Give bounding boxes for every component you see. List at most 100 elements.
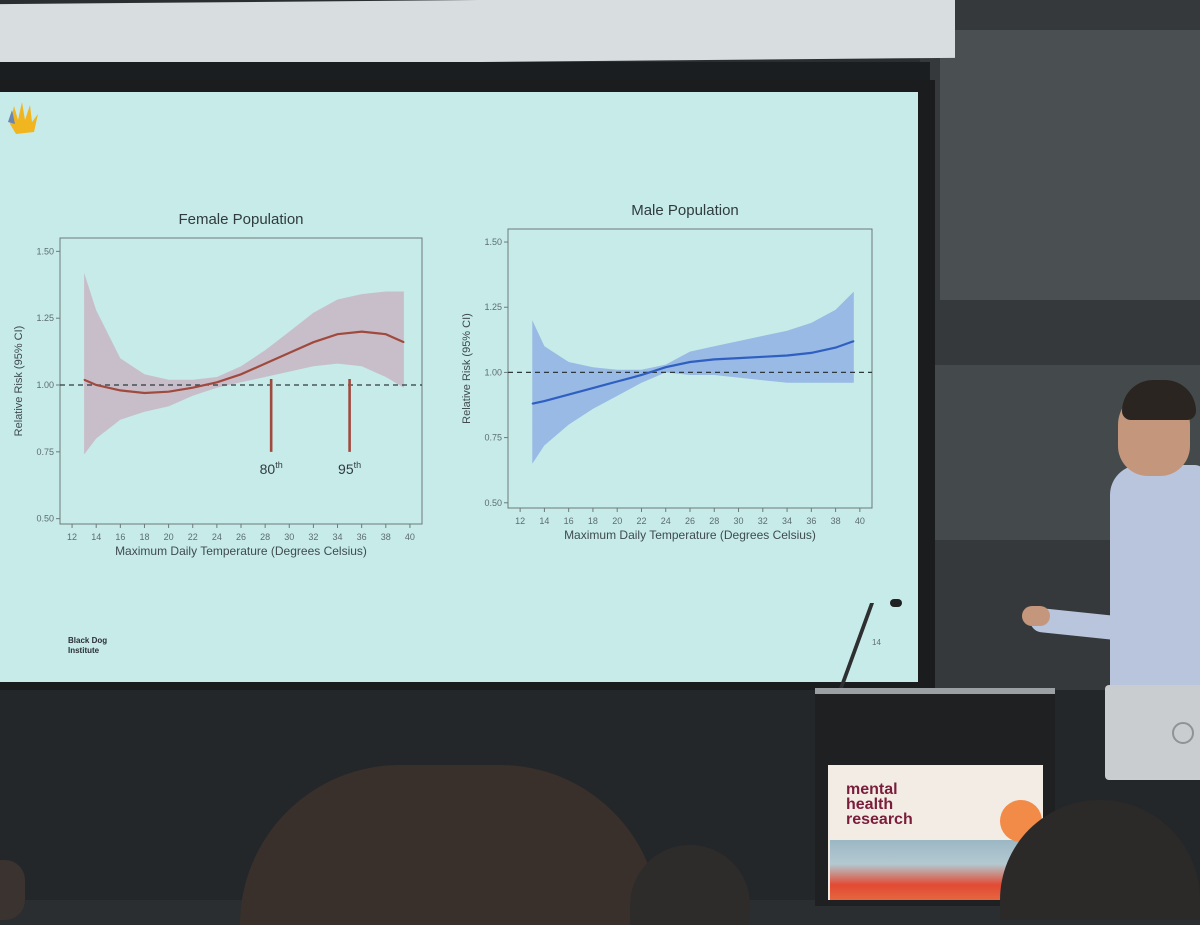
female-x-tick-label: 12 bbox=[67, 532, 77, 542]
female-x-tick-label: 30 bbox=[284, 532, 294, 542]
brand-line-2: Institute bbox=[68, 646, 100, 655]
male-risk-point bbox=[640, 374, 643, 376]
male-y-tick-label: 1.25 bbox=[484, 302, 502, 312]
female-x-tick-label: 40 bbox=[405, 532, 415, 542]
male-y-tick-label: 1.00 bbox=[484, 367, 502, 377]
male-x-tick-label: 40 bbox=[855, 516, 865, 526]
male-x-tick-label: 36 bbox=[806, 516, 816, 526]
charts-canvas: Female Population 0.50 0.75 1.00 1.25 1.50 12 1… bbox=[13, 202, 873, 558]
male-x-tick-label: 26 bbox=[685, 516, 695, 526]
male-risk-point bbox=[531, 403, 533, 405]
female-risk-point bbox=[119, 389, 121, 391]
male-risk-point bbox=[786, 354, 788, 357]
female-risk-point bbox=[385, 333, 387, 335]
male-x-tick-label: 20 bbox=[612, 516, 622, 526]
male-risk-point bbox=[762, 356, 764, 358]
sign-line-2: health bbox=[846, 796, 894, 813]
male-chart-title: Male Population bbox=[631, 202, 739, 219]
female-x-tick-label: 36 bbox=[357, 532, 367, 542]
presenter-hand bbox=[1022, 606, 1050, 626]
male-y-tick-label: 0.75 bbox=[484, 433, 502, 443]
female-risk-point bbox=[336, 333, 339, 335]
female-risk-point bbox=[83, 379, 85, 381]
female-risk-point bbox=[95, 384, 97, 386]
male-x-tick-label: 16 bbox=[564, 516, 574, 526]
female-risk-point bbox=[264, 363, 266, 365]
presenter-hair bbox=[1122, 380, 1196, 420]
wall-panel bbox=[940, 30, 1200, 300]
female-x-tick-label: 20 bbox=[164, 532, 174, 542]
male-x-tick-label: 30 bbox=[734, 516, 744, 526]
presentation-slide: Female Population 0.50 0.75 1.00 1.25 1.50 12 1… bbox=[0, 92, 918, 682]
percentile-number: 95 bbox=[338, 461, 354, 477]
hand-logo-icon bbox=[8, 102, 38, 134]
male-risk-point bbox=[568, 393, 570, 396]
male-risk-point bbox=[713, 358, 715, 360]
female-x-tick-label: 38 bbox=[381, 532, 391, 542]
male-y-axis-label: Relative Risk (95% CI) bbox=[461, 313, 473, 424]
hand-logo-shape bbox=[10, 102, 38, 134]
male-risk-point bbox=[810, 352, 812, 354]
male-x-axis-label: Maximum Daily Temperature (Degrees Celsi… bbox=[564, 528, 816, 542]
slide-page-number: 14 bbox=[872, 638, 881, 647]
percentile-suffix: th bbox=[275, 460, 283, 470]
female-x-tick-label: 26 bbox=[236, 532, 246, 542]
male-x-tick-label: 34 bbox=[782, 516, 792, 526]
brand-name: Black Dog Institute bbox=[68, 636, 107, 656]
percentile-number: 80 bbox=[260, 461, 276, 477]
male-x-tick-label: 24 bbox=[661, 516, 671, 526]
percentile-suffix: th bbox=[354, 460, 362, 470]
male-x-tick-label: 28 bbox=[709, 516, 719, 526]
male-risk-point bbox=[665, 366, 667, 368]
audience-head bbox=[0, 860, 25, 920]
male-x-tick-label: 32 bbox=[758, 516, 768, 526]
female-percentile-label: 95th bbox=[338, 460, 361, 477]
female-risk-point bbox=[192, 387, 194, 389]
female-y-tick-label: 0.50 bbox=[36, 514, 54, 524]
brand-line-1: Black Dog bbox=[68, 636, 108, 645]
hand-logo-shadow bbox=[8, 110, 15, 124]
sign-line-1: mental bbox=[846, 781, 898, 798]
female-risk-point bbox=[240, 373, 242, 375]
sign-text: mental health research bbox=[846, 781, 913, 828]
male-confidence-band bbox=[532, 291, 854, 464]
female-risk-point bbox=[288, 352, 290, 354]
female-risk-point bbox=[216, 381, 218, 383]
male-x-tick-label: 22 bbox=[636, 516, 646, 526]
female-x-tick-label: 16 bbox=[115, 532, 125, 542]
female-percentile-label: 80th bbox=[260, 460, 283, 477]
female-x-axis-label: Maximum Daily Temperature (Degrees Celsi… bbox=[115, 544, 367, 558]
male-risk-point bbox=[592, 387, 594, 389]
female-chart-title: Female Population bbox=[178, 211, 303, 228]
male-x-tick-label: 38 bbox=[831, 516, 841, 526]
female-confidence-band bbox=[84, 272, 404, 455]
female-y-tick-label: 1.00 bbox=[36, 380, 54, 390]
female-y-tick-label: 1.50 bbox=[36, 246, 54, 256]
projector-screen-housing bbox=[0, 0, 955, 67]
male-risk-point bbox=[689, 361, 691, 363]
male-x-tick-label: 14 bbox=[539, 516, 549, 526]
female-x-tick-label: 14 bbox=[91, 532, 101, 542]
male-y-tick-label: 1.50 bbox=[484, 237, 502, 247]
female-risk-point bbox=[312, 341, 314, 343]
female-risk-point bbox=[361, 330, 363, 333]
female-x-tick-label: 22 bbox=[188, 532, 198, 542]
female-y-tick-label: 1.25 bbox=[36, 313, 54, 323]
female-risk-point bbox=[168, 391, 170, 393]
female-x-tick-label: 24 bbox=[212, 532, 222, 542]
female-y-axis-label: Relative Risk (95% CI) bbox=[13, 326, 25, 437]
female-x-tick-label: 28 bbox=[260, 532, 270, 542]
male-x-tick-label: 12 bbox=[515, 516, 525, 526]
male-y-tick-label: 0.50 bbox=[484, 498, 502, 508]
male-risk-point bbox=[737, 357, 740, 359]
presenter-body bbox=[1110, 465, 1200, 685]
male-risk-point bbox=[853, 340, 855, 342]
male-risk-point bbox=[835, 347, 837, 349]
female-x-tick-label: 34 bbox=[333, 532, 343, 542]
male-risk-point bbox=[543, 400, 546, 402]
male-x-tick-label: 18 bbox=[588, 516, 598, 526]
female-risk-point bbox=[143, 392, 146, 394]
female-x-tick-label: 32 bbox=[308, 532, 318, 542]
female-x-tick-label: 18 bbox=[139, 532, 149, 542]
laptop-logo-icon bbox=[1172, 722, 1194, 744]
